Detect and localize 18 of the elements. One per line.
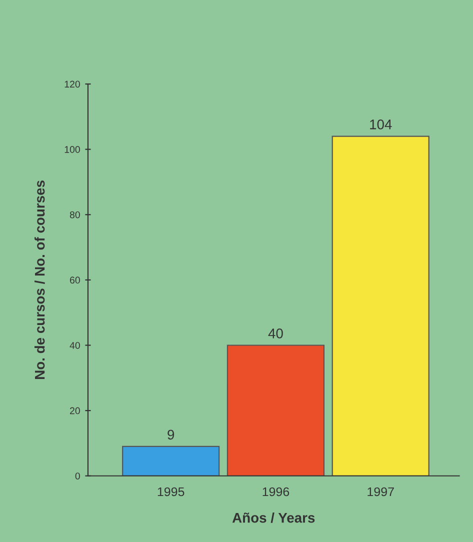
bar: [122, 446, 220, 476]
data-label: 40: [268, 328, 283, 338]
data-label: 104: [370, 120, 392, 130]
y-tick-label: 120: [64, 80, 80, 88]
y-tick-label: 0: [75, 472, 80, 480]
data-label: 9: [168, 430, 174, 440]
y-axis-title: No. de cursos / No. of courses: [34, 180, 45, 379]
x-tick-label: 1997: [368, 487, 394, 496]
y-tick-label: 80: [70, 211, 80, 218]
bar: [226, 344, 325, 476]
x-axis-title: Años / Years: [232, 512, 315, 523]
x-tick-label: 1995: [158, 487, 184, 496]
bar: [332, 136, 430, 476]
x-tick-label: 1996: [262, 487, 290, 496]
y-tick-label: 20: [70, 407, 80, 414]
y-tick-label: 60: [70, 276, 80, 284]
y-tick-label: 40: [70, 342, 80, 349]
y-tick-label: 100: [64, 146, 80, 153]
